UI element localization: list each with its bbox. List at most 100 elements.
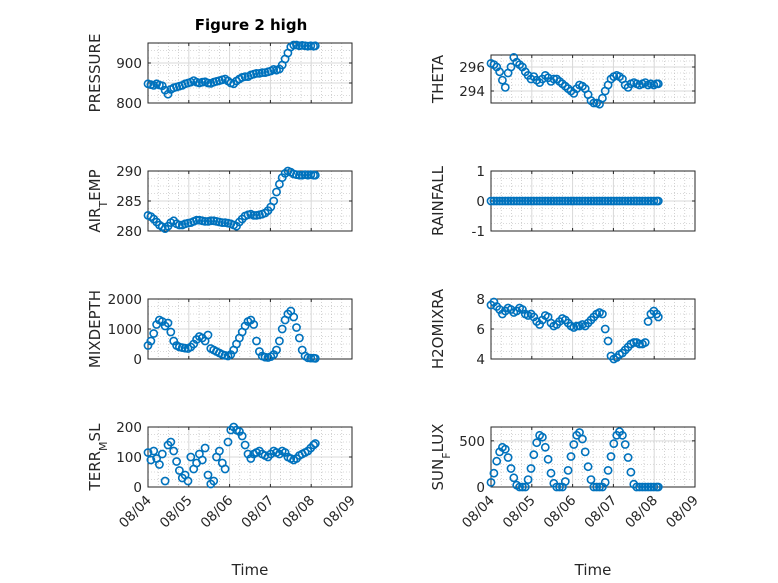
- data-point: [503, 196, 513, 206]
- y-tick-label: -1: [472, 224, 485, 240]
- data-point: [166, 327, 176, 337]
- data-point: [495, 67, 504, 77]
- data-point: [174, 466, 184, 475]
- data-point: [486, 477, 496, 487]
- data-point: [640, 196, 650, 206]
- data-point: [626, 467, 636, 477]
- data-point: [306, 353, 316, 363]
- data-point: [532, 196, 542, 206]
- data-point: [294, 170, 304, 180]
- data-point: [186, 452, 196, 462]
- data-point: [518, 482, 527, 492]
- data-point: [598, 196, 607, 206]
- data-point: [555, 482, 564, 492]
- data-point: [209, 476, 219, 486]
- data-point: [240, 440, 250, 450]
- data-point: [503, 453, 513, 462]
- data-point: [620, 196, 630, 206]
- y-axis-label: AIRTEMP: [86, 169, 110, 232]
- data-point: [635, 196, 644, 206]
- data-point: [649, 196, 659, 206]
- y-tick-label: 500: [459, 434, 485, 450]
- data-point: [240, 72, 250, 81]
- data-point: [146, 336, 156, 346]
- data-point: [294, 333, 304, 343]
- data-point: [169, 446, 179, 456]
- y-tick-label: 4: [476, 352, 485, 368]
- data-point: [214, 446, 224, 456]
- data-point: [509, 196, 519, 206]
- data-point: [249, 320, 259, 329]
- data-point: [257, 68, 267, 77]
- data-point: [500, 444, 510, 454]
- y-axis-label: SUNFLUX: [429, 424, 453, 491]
- y-axis-label: TERRMSL: [86, 423, 110, 492]
- data-point: [160, 476, 170, 486]
- data-point: [632, 196, 642, 206]
- data-point: [166, 437, 176, 447]
- data-point: [149, 329, 159, 338]
- x-axis-label: Time: [574, 561, 612, 579]
- y-tick-label: 285: [116, 194, 142, 210]
- data-point: [600, 477, 610, 487]
- data-point: [172, 457, 181, 466]
- data-point: [310, 170, 320, 180]
- data-point: [540, 196, 550, 206]
- data-point: [603, 465, 613, 475]
- y-tick-label: 800: [116, 96, 142, 112]
- data-point: [649, 482, 659, 492]
- data-point: [563, 465, 573, 475]
- subplot-4: -1 0 1 RAINFALL: [429, 164, 696, 240]
- y-axis-label: MIXDEPTH: [86, 290, 104, 368]
- data-point: [618, 196, 627, 206]
- data-point: [558, 196, 567, 206]
- y-tick-label: 100: [116, 450, 142, 466]
- data-point: [269, 196, 279, 206]
- data-point: [249, 210, 259, 220]
- data-point: [552, 482, 562, 492]
- data-point: [277, 324, 287, 334]
- data-point: [623, 196, 633, 206]
- y-tick-label: 290: [116, 164, 142, 180]
- data-point: [598, 93, 607, 103]
- data-point: [492, 196, 502, 206]
- y-tick-label: 0: [476, 480, 485, 496]
- data-point: [626, 196, 636, 206]
- data-point: [560, 196, 570, 206]
- data-point: [566, 196, 576, 206]
- data-point: [546, 468, 556, 478]
- y-tick-label: 296: [459, 60, 485, 76]
- data-point: [583, 196, 593, 206]
- data-point: [653, 79, 663, 89]
- data-point: [515, 482, 524, 492]
- data-point: [615, 196, 624, 206]
- data-point: [583, 462, 593, 472]
- data-point: [586, 196, 596, 206]
- data-point: [200, 216, 210, 226]
- data-point: [549, 196, 559, 206]
- y-tick-label: 6: [476, 322, 485, 338]
- subplot-2: 294 296 THETA: [429, 53, 696, 109]
- data-point: [495, 196, 504, 206]
- data-point: [612, 196, 622, 206]
- data-point: [157, 449, 167, 459]
- data-point: [606, 452, 616, 461]
- subplot-6: 4 6 8 H2OMIXRA: [429, 288, 696, 369]
- data-point: [526, 464, 536, 473]
- data-point: [237, 431, 247, 441]
- data-point: [149, 446, 159, 456]
- data-point: [555, 196, 564, 206]
- data-point: [492, 456, 502, 466]
- data-point: [595, 196, 604, 206]
- data-point: [540, 442, 550, 452]
- data-point: [552, 196, 562, 206]
- data-point: [529, 450, 539, 460]
- data-point: [589, 196, 599, 206]
- y-axis-label: RAINFALL: [429, 165, 447, 236]
- data-point: [500, 196, 510, 206]
- data-point: [595, 482, 604, 492]
- data-point: [580, 196, 590, 206]
- y-tick-label: 1000: [108, 322, 142, 338]
